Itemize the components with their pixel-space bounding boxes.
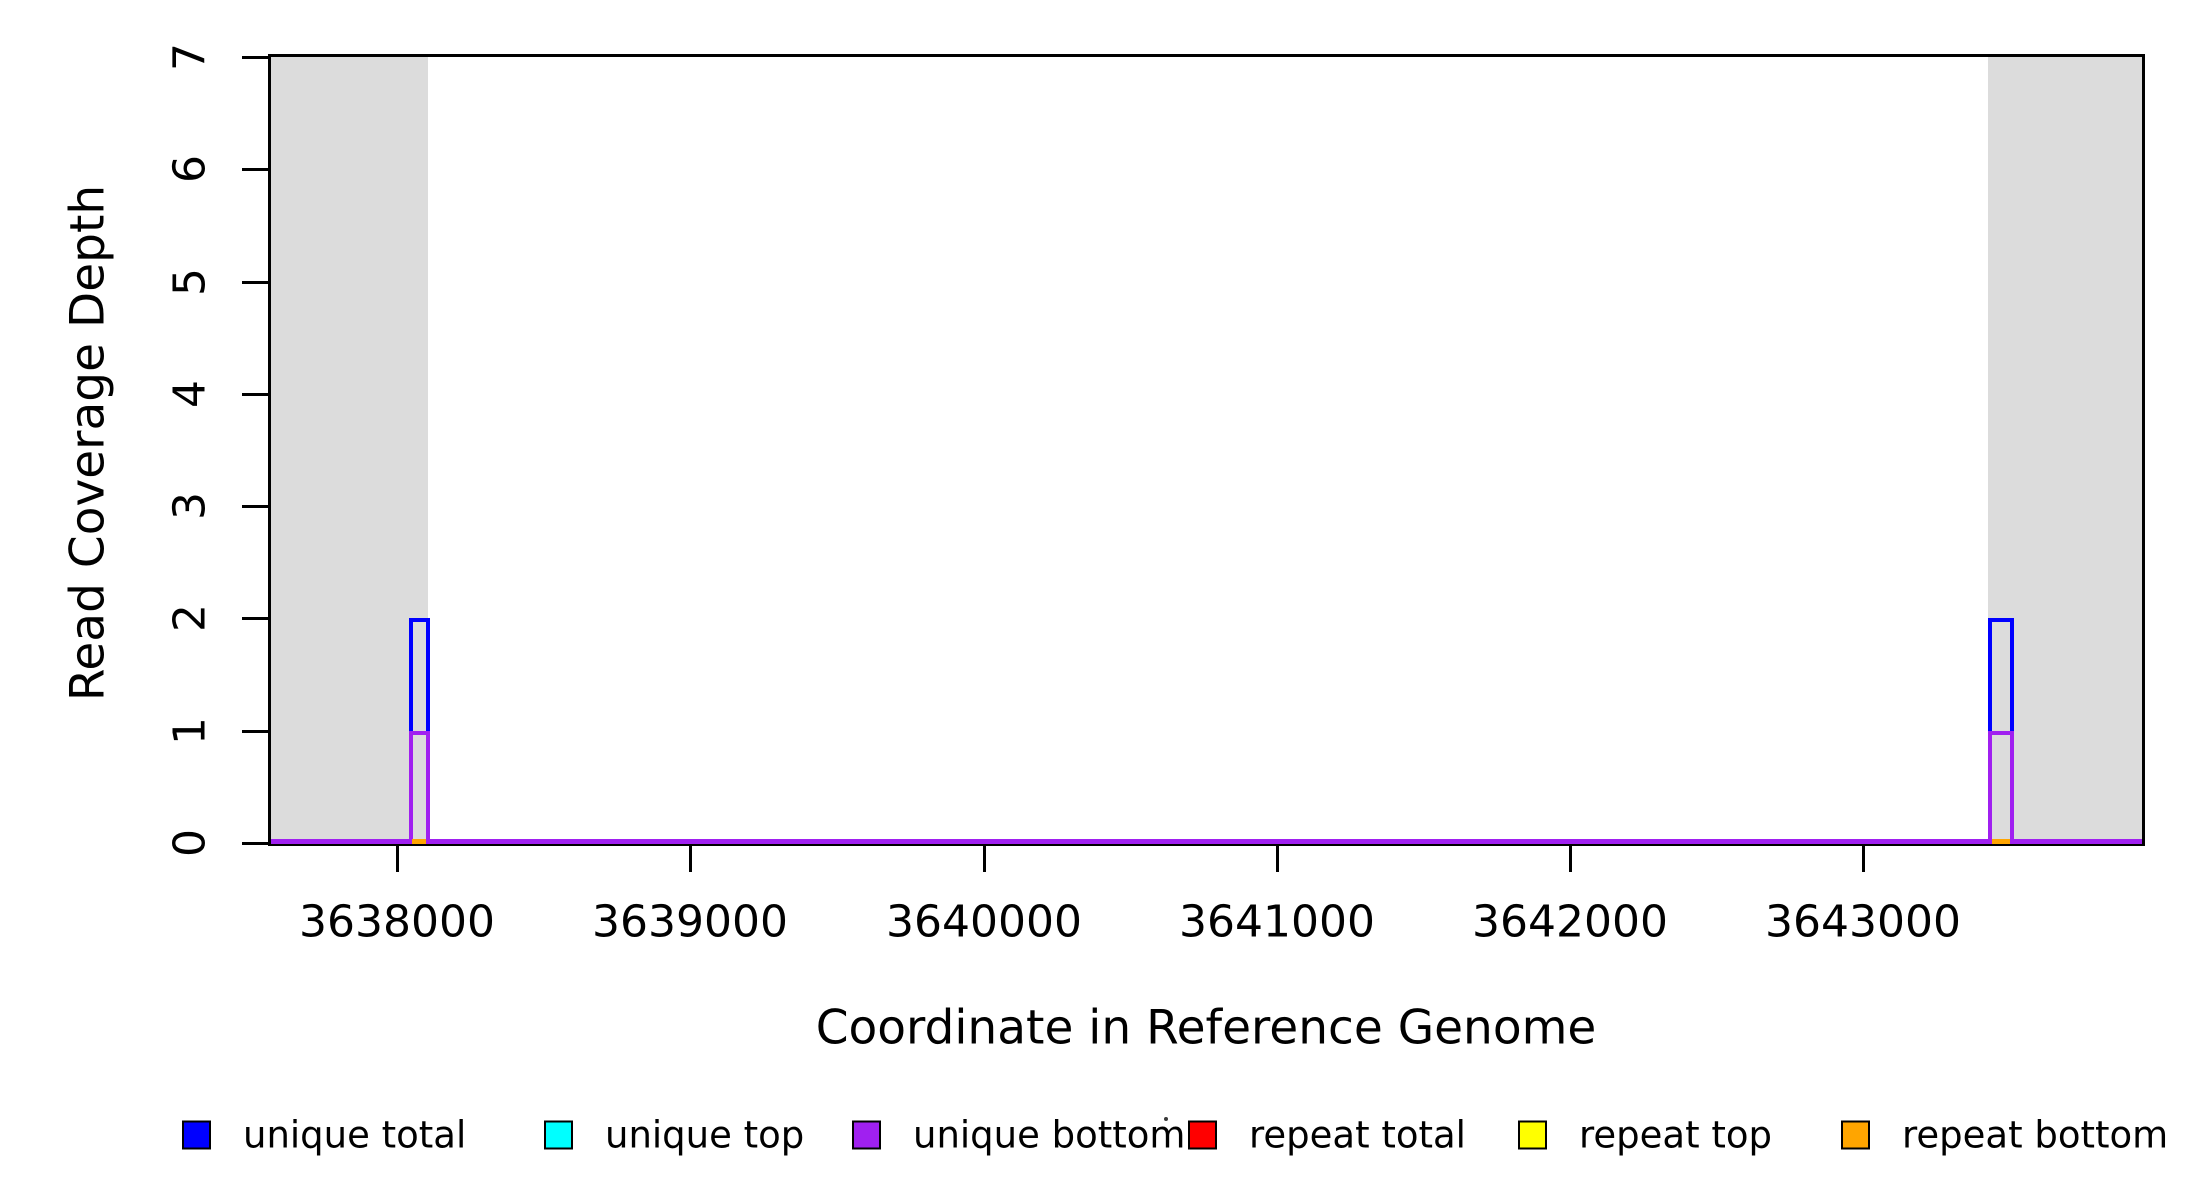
- x-tick: [396, 846, 399, 872]
- legend-swatch: [1841, 1120, 1870, 1150]
- legend-item-unique-bottom: unique bottom: [852, 1114, 1185, 1157]
- y-tick-label: 7: [164, 43, 216, 71]
- plot-border-box: [268, 54, 2145, 846]
- legend-swatch: [544, 1120, 573, 1150]
- x-tick: [1276, 846, 1279, 872]
- legend-label: unique total: [243, 1113, 467, 1157]
- y-tick: [242, 730, 268, 733]
- x-tick-label: 3639000: [592, 896, 788, 948]
- baseline-segment-repeat-bottom: [412, 839, 426, 844]
- x-tick: [689, 846, 692, 872]
- x-tick: [983, 846, 986, 872]
- y-tick: [242, 56, 268, 59]
- legend-item-unique-top: unique top: [544, 1114, 804, 1157]
- y-tick-label: 6: [164, 155, 216, 183]
- shaded-region-left-flank: [271, 57, 428, 843]
- y-tick-label: 2: [164, 604, 216, 632]
- y-tick: [242, 393, 268, 396]
- y-tick: [242, 281, 268, 284]
- coverage-bar-unique-bottom: [409, 731, 430, 843]
- y-tick-label: 3: [164, 492, 216, 520]
- x-tick-label: 3638000: [299, 896, 495, 948]
- y-tick-label: 4: [164, 380, 216, 408]
- baseline-unique-bottom: [271, 839, 2142, 844]
- legend-label: repeat total: [1249, 1113, 1466, 1157]
- stray-dot: [1164, 1117, 1168, 1121]
- y-tick: [242, 617, 268, 620]
- x-axis-title: Coordinate in Reference Genome: [815, 1000, 1597, 1056]
- x-tick-label: 3642000: [1472, 896, 1668, 948]
- legend-item-repeat-top: repeat top: [1518, 1114, 1772, 1157]
- legend-label: repeat bottom: [1902, 1113, 2169, 1157]
- y-tick: [242, 842, 268, 845]
- coverage-bar-unique-bottom: [1988, 731, 2014, 843]
- legend-label: repeat top: [1579, 1113, 1772, 1157]
- legend-swatch: [1518, 1120, 1547, 1150]
- y-tick: [242, 168, 268, 171]
- legend-label: unique top: [605, 1113, 805, 1157]
- y-axis-title: Read Coverage Depth: [60, 184, 116, 702]
- legend-swatch: [1188, 1120, 1217, 1150]
- legend-item-repeat-total: repeat total: [1188, 1114, 1466, 1157]
- x-tick-label: 3640000: [886, 896, 1082, 948]
- legend-swatch: [182, 1120, 211, 1150]
- y-tick-label: 0: [164, 829, 216, 857]
- y-tick-label: 1: [164, 717, 216, 745]
- x-tick: [1862, 846, 1865, 872]
- legend-item-unique-total: unique total: [182, 1114, 466, 1157]
- x-tick: [1569, 846, 1572, 872]
- legend-label: unique bottom: [913, 1113, 1186, 1157]
- y-tick: [242, 505, 268, 508]
- legend-swatch: [852, 1120, 881, 1150]
- x-tick-label: 3641000: [1179, 896, 1375, 948]
- baseline-segment-repeat-bottom: [1992, 839, 2010, 844]
- x-tick-label: 3643000: [1765, 896, 1961, 948]
- y-tick-label: 5: [164, 268, 216, 296]
- legend-item-repeat-bottom: repeat bottom: [1841, 1114, 2168, 1157]
